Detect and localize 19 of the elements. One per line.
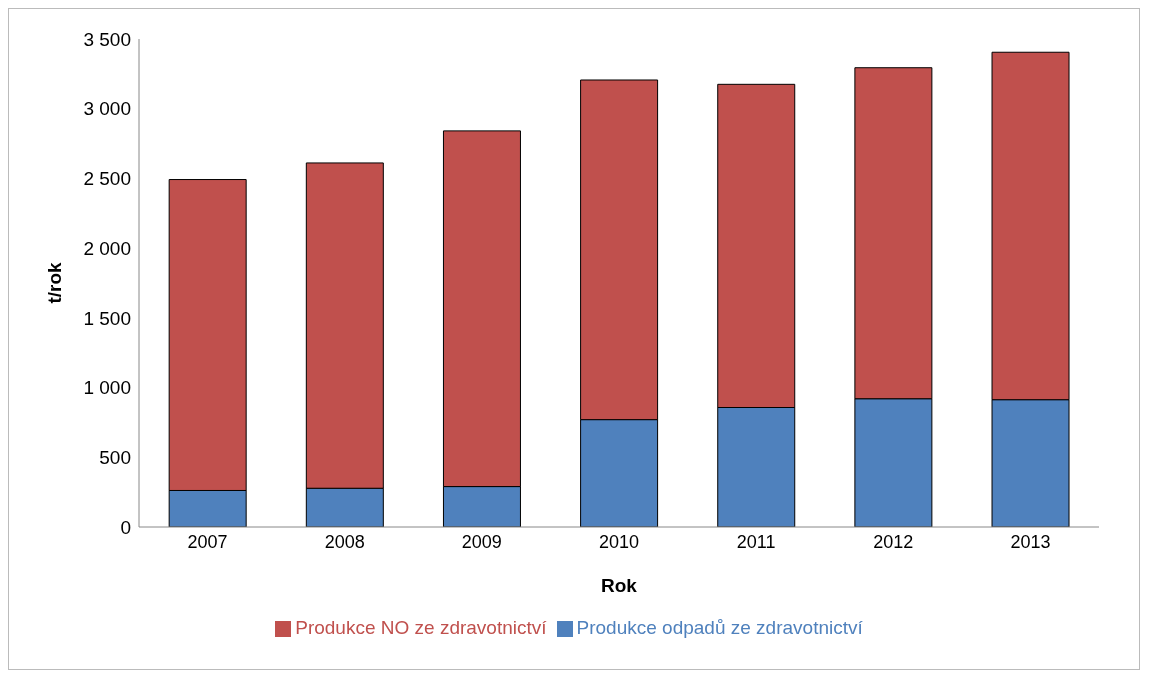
y-tick-label: 2 000 bbox=[83, 237, 131, 259]
y-tick-label: 3 500 bbox=[83, 28, 131, 50]
y-tick-label: 0 bbox=[120, 516, 131, 538]
x-tick-label: 2008 bbox=[324, 531, 365, 552]
x-axis-title: Rok bbox=[601, 575, 638, 596]
x-tick-label: 2007 bbox=[187, 531, 228, 552]
y-axis-title: t/rok bbox=[43, 261, 65, 304]
x-tick-label: 2012 bbox=[873, 531, 914, 552]
x-tick-label: 2009 bbox=[461, 531, 502, 552]
x-tick-label: 2011 bbox=[736, 531, 776, 552]
y-tick-label: 1 000 bbox=[83, 377, 131, 399]
x-tick-label: 2013 bbox=[1010, 531, 1051, 552]
y-tick-label: 3 000 bbox=[83, 98, 131, 120]
legend-label: Produkce NO ze zdravotnictví bbox=[295, 617, 547, 638]
x-tick-label: 2010 bbox=[598, 531, 640, 552]
legend-label: Produkce odpadů ze zdravotnictví bbox=[576, 617, 863, 638]
y-tick-label: 2 500 bbox=[83, 168, 131, 190]
y-tick-label: 500 bbox=[99, 447, 131, 469]
y-tick-label: 1 500 bbox=[83, 307, 131, 329]
